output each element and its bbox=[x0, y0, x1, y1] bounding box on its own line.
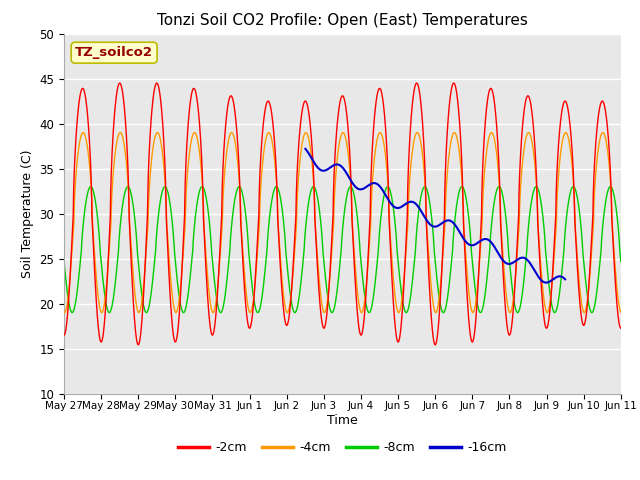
-16cm bbox=[439, 219, 447, 225]
-2cm bbox=[488, 87, 496, 93]
Line: -16cm: -16cm bbox=[305, 149, 565, 283]
-4cm bbox=[156, 136, 164, 142]
-2cm bbox=[497, 213, 504, 219]
-16cm bbox=[419, 210, 426, 216]
-2cm bbox=[617, 325, 625, 331]
-16cm bbox=[520, 255, 528, 261]
-16cm bbox=[410, 200, 418, 205]
-8cm bbox=[488, 217, 496, 223]
X-axis label: Time: Time bbox=[327, 414, 358, 427]
-8cm bbox=[420, 184, 428, 190]
-4cm bbox=[60, 309, 68, 315]
-2cm bbox=[60, 332, 68, 338]
-16cm bbox=[411, 200, 419, 206]
-2cm bbox=[156, 92, 164, 98]
-8cm bbox=[472, 290, 479, 296]
-4cm bbox=[497, 200, 504, 205]
Text: TZ_soilco2: TZ_soilco2 bbox=[75, 46, 153, 59]
-4cm bbox=[98, 310, 106, 315]
-4cm bbox=[420, 172, 428, 178]
-2cm bbox=[420, 150, 428, 156]
-8cm bbox=[617, 259, 625, 264]
Legend: -2cm, -4cm, -8cm, -16cm: -2cm, -4cm, -8cm, -16cm bbox=[173, 436, 512, 459]
-2cm bbox=[134, 342, 142, 348]
-8cm bbox=[156, 201, 164, 207]
-8cm bbox=[497, 185, 504, 191]
-8cm bbox=[432, 263, 440, 268]
-16cm bbox=[439, 220, 447, 226]
Title: Tonzi Soil CO2 Profile: Open (East) Temperatures: Tonzi Soil CO2 Profile: Open (East) Temp… bbox=[157, 13, 528, 28]
Y-axis label: Soil Temperature (C): Soil Temperature (C) bbox=[21, 149, 34, 278]
-4cm bbox=[432, 310, 440, 315]
Line: -2cm: -2cm bbox=[64, 83, 621, 345]
Line: -8cm: -8cm bbox=[64, 187, 621, 312]
-4cm bbox=[617, 309, 625, 315]
-16cm bbox=[301, 146, 309, 152]
-8cm bbox=[60, 259, 68, 264]
-4cm bbox=[472, 300, 479, 305]
-8cm bbox=[236, 184, 243, 190]
-8cm bbox=[254, 310, 262, 315]
-16cm bbox=[542, 280, 550, 286]
-4cm bbox=[116, 130, 124, 135]
-16cm bbox=[561, 276, 569, 282]
-2cm bbox=[431, 342, 439, 348]
Line: -4cm: -4cm bbox=[64, 132, 621, 312]
-2cm bbox=[472, 317, 479, 323]
-4cm bbox=[488, 130, 496, 136]
-2cm bbox=[450, 80, 458, 86]
